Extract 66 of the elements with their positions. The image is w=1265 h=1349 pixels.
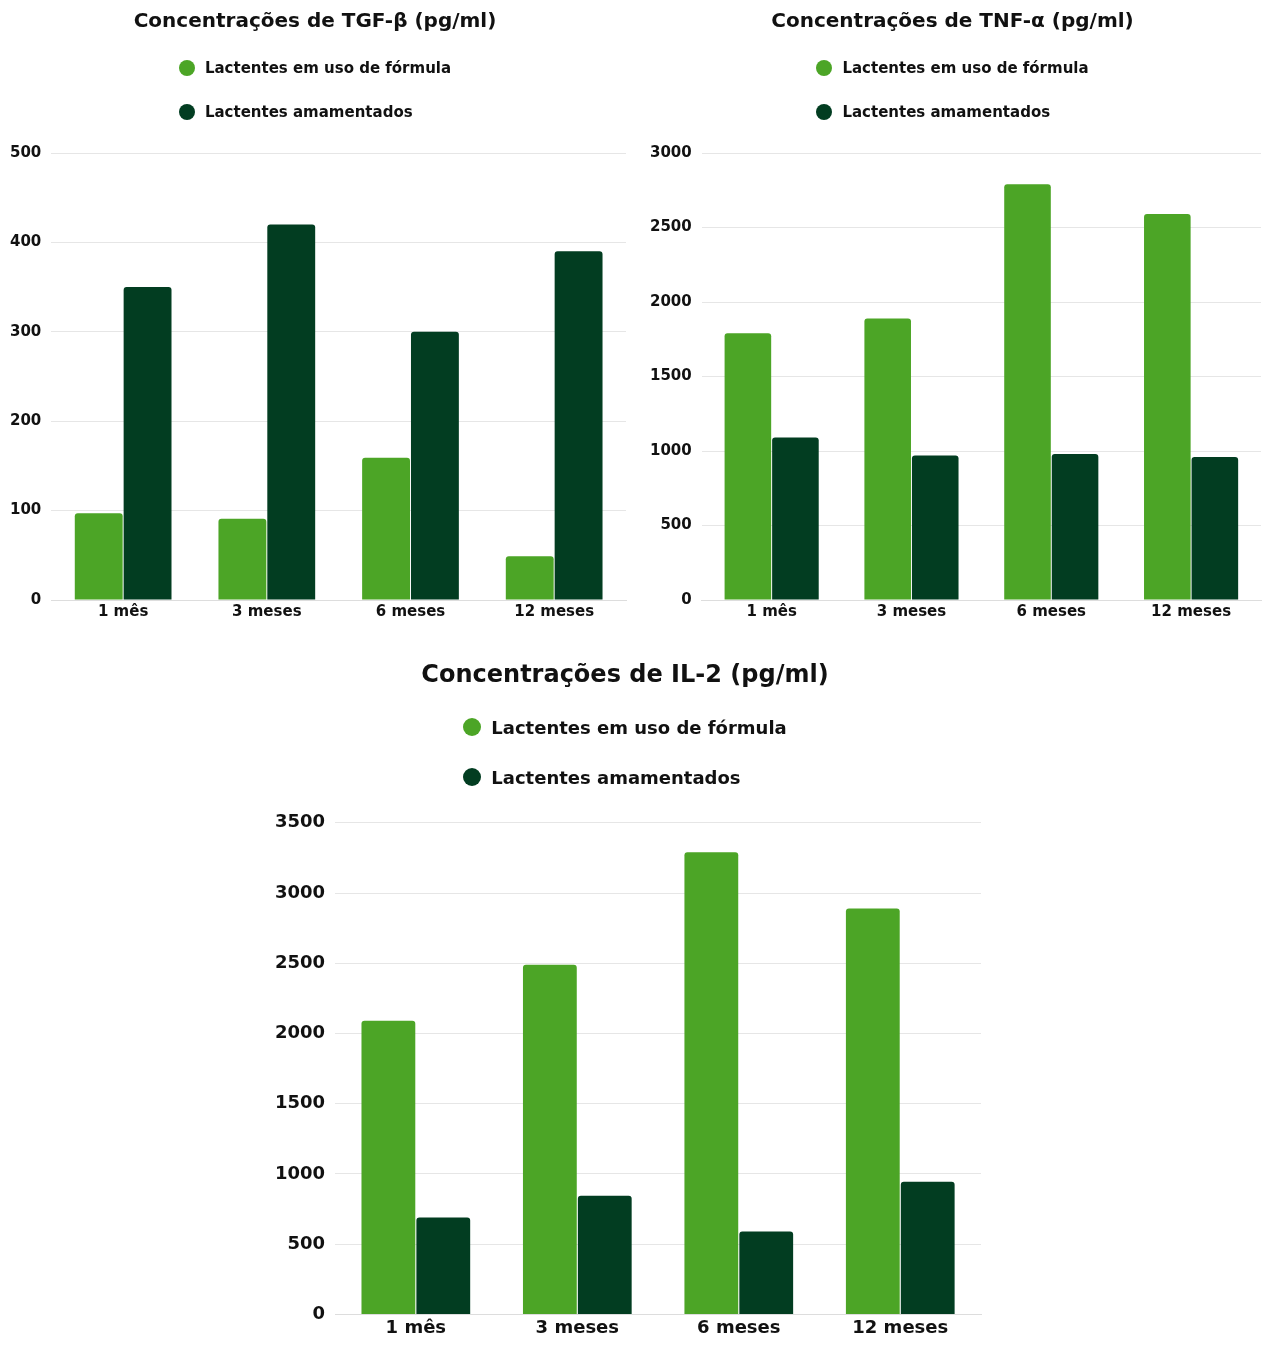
bar [911,455,959,600]
y-tick-label: 1500 [650,366,692,385]
x-tick-label: 3 meses [876,601,947,620]
x-tick-label: 12 meses [1151,601,1232,620]
bar [362,457,410,600]
bar [739,1231,794,1314]
x-tick-label: 1 mês [97,601,149,620]
legend-label: Lactentes amamentados [204,103,413,121]
y-tick-label: 0 [30,589,42,608]
bar [361,1020,416,1314]
y-tick-label: 2000 [650,291,692,310]
bar [1144,214,1191,600]
bar [416,1217,471,1314]
y-tick-label: 200 [10,411,42,430]
bar [554,251,603,600]
x-tick-label: 6 meses [1016,601,1087,620]
x-tick-label: 6 meses [375,601,446,620]
y-tick-label: 0 [681,589,692,608]
bar [74,513,123,600]
y-tick-label: 0 [312,1302,326,1324]
x-tick-label: 12 meses [852,1315,949,1337]
bar [577,1195,632,1314]
y-tick-label: 2500 [274,950,326,972]
y-tick-label: 2500 [650,217,692,236]
bar [900,1181,955,1314]
bar [1191,456,1239,600]
legend-label: Lactentes amamentados [491,766,741,788]
bar [684,852,739,1314]
y-tick-label: 3500 [274,810,326,832]
bar [123,287,172,600]
bar [845,908,900,1314]
x-tick-label: 1 mês [385,1315,447,1337]
y-tick-label: 400 [10,232,42,251]
chart-title: Concentrações de IL-2 (pg/ml) [420,660,830,688]
legend-label: Lactentes em uso de fórmula [491,716,787,738]
bar [267,224,316,600]
bar [410,331,459,600]
x-tick-label: 3 meses [535,1315,620,1337]
y-tick-label: 500 [660,515,692,534]
y-tick-label: 3000 [274,880,326,902]
y-tick-label: 100 [10,500,42,519]
y-tick-label: 1000 [274,1161,326,1183]
legend-label: Lactentes em uso de fórmula [204,59,452,77]
x-tick-label: 1 mês [746,601,797,620]
y-tick-label: 500 [10,142,42,161]
y-tick-label: 1500 [274,1091,326,1113]
bar [772,437,819,600]
y-tick-label: 500 [287,1231,326,1253]
legend-label: Lactentes amamentados [842,103,1051,121]
legend-label: Lactentes em uso de fórmula [842,59,1089,77]
y-tick-label: 1000 [650,440,692,459]
chart-title: Concentrações de TNF-α (pg/ml) [770,8,1135,32]
bar [724,333,772,600]
bar [218,518,267,600]
bar [1051,453,1099,600]
chart-title: Concentrações de TGF-β (pg/ml) [132,8,498,32]
x-tick-label: 12 meses [514,601,595,620]
bar [522,964,577,1314]
y-tick-label: 2000 [274,1021,326,1043]
y-tick-label: 300 [10,321,42,340]
bar [505,556,554,600]
y-tick-label: 3000 [650,142,692,161]
x-tick-label: 3 meses [232,601,302,620]
x-tick-label: 6 meses [697,1315,781,1337]
bar [864,318,911,600]
bar [1004,184,1051,600]
